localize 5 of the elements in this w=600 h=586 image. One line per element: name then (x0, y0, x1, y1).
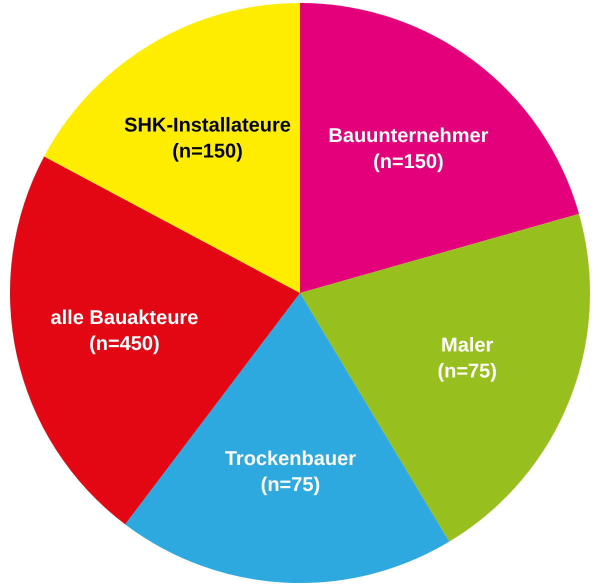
slice-label: Maler (n=75) (437, 334, 497, 383)
slice-label: Trockenbauer (n=75) (224, 448, 356, 496)
slice-label: SHK-Installateure (n=150) (124, 114, 291, 162)
slice-label: alle Bauakteure (n=450) (50, 307, 198, 356)
slice-label: Bauunternehmer (n=150) (328, 125, 489, 174)
